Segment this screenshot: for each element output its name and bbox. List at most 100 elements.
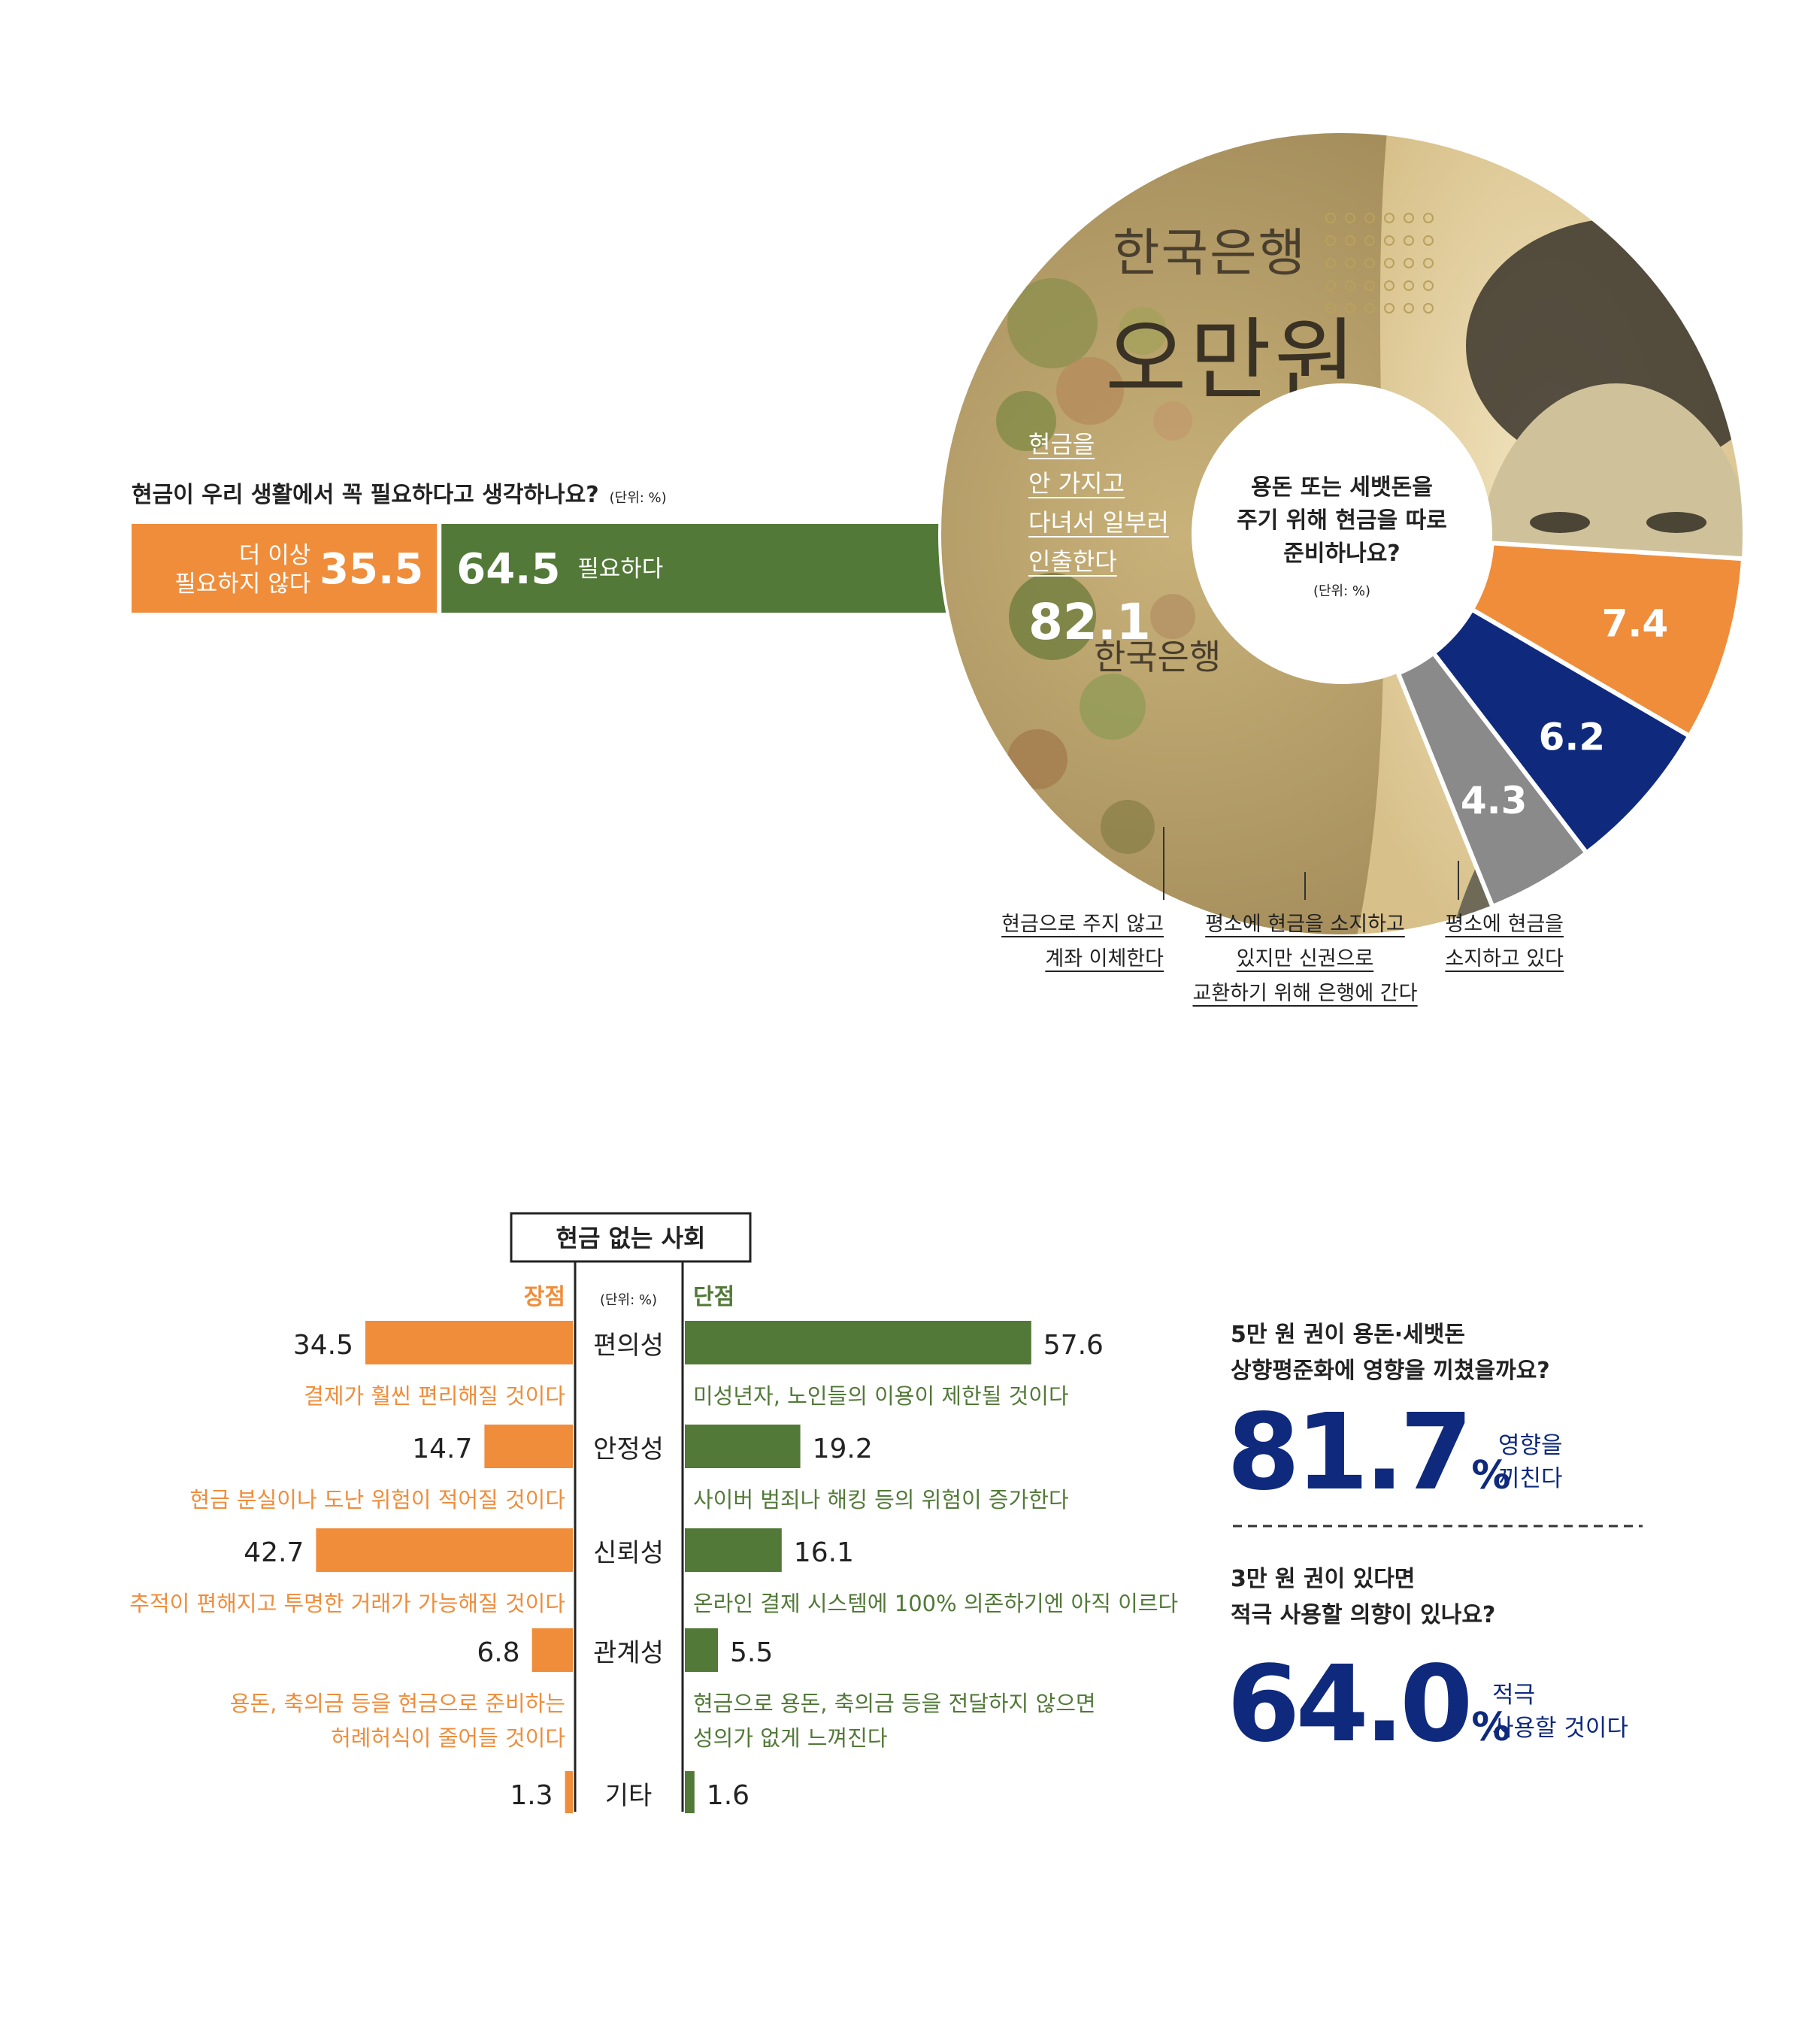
banknote-ornament — [1007, 729, 1067, 789]
bar-divider — [437, 524, 442, 613]
slice-label: 평소에 현금을 — [1445, 913, 1564, 936]
description-left: 추적이 편해지고 투명한 거래가 가능해질 것이다 — [129, 1591, 565, 1616]
slice-value: 82.1 — [1028, 593, 1151, 651]
bar-right — [685, 1425, 801, 1468]
description-right: 사이버 범죄나 해킹 등의 위험이 증가한다 — [693, 1487, 1069, 1513]
bar-value: 57.6 — [1043, 1330, 1104, 1361]
stat-answer: 적극 — [1492, 1682, 1535, 1709]
banknote-ornament — [1384, 235, 1395, 246]
banknote-ornament — [1101, 800, 1155, 854]
description-left: 결제가 훨씬 편리해질 것이다 — [304, 1383, 565, 1409]
bar-left — [484, 1425, 573, 1468]
chart-title: 현금이 우리 생활에서 꼭 필요하다고 생각하나요? — [132, 482, 599, 508]
slice-value: 4.3 — [1461, 779, 1528, 822]
segment-value: 64.5 — [456, 545, 560, 594]
stacked-bar-chart: 현금이 우리 생활에서 꼭 필요하다고 생각하나요? (단위: %) 더 이상필요하… — [132, 482, 996, 613]
slice-label: 교환하기 위해 은행에 간다 — [1193, 982, 1418, 1005]
unit-note: (단위: %) — [600, 1292, 657, 1308]
bar-left — [565, 1771, 573, 1813]
banknote-text: 한국은행 — [1094, 637, 1221, 677]
description-right: 온라인 결제 시스템에 100% 의존하기엔 아직 이르다 — [693, 1591, 1178, 1616]
category-label: 편의성 — [593, 1331, 664, 1361]
segment-label: 필요하다 — [577, 556, 663, 583]
category-label: 관계성 — [593, 1638, 664, 1668]
bar-left — [316, 1528, 573, 1572]
bar-right — [685, 1528, 782, 1572]
banknote-ornament — [1007, 278, 1098, 368]
bar-value: 5.5 — [730, 1637, 773, 1668]
banknote-ornament — [1404, 303, 1414, 313]
segment-label: 더 이상 — [239, 542, 310, 569]
slice-label: 현금을 — [1028, 430, 1095, 459]
chart-title: 현금 없는 사회 — [556, 1224, 706, 1252]
banknote-ornament — [1423, 258, 1434, 268]
description-right: 현금으로 용돈, 축의금 등을 전달하지 않으면 — [693, 1691, 1096, 1716]
slice-label: 소지하고 있다 — [1445, 947, 1564, 971]
stat-question: 적극 사용할 의향이 있나요? — [1231, 1602, 1495, 1628]
banknote-ornament — [1325, 235, 1336, 246]
donut-title: 준비하나요? — [1283, 541, 1400, 567]
banknote-text: 한국은행 — [1113, 224, 1307, 283]
bar-right — [685, 1321, 1031, 1364]
portrait-eye — [1646, 512, 1706, 533]
banknote-ornament — [1423, 235, 1434, 246]
stat-answer: 영향을 — [1498, 1432, 1563, 1459]
stat-question: 3만 원 권이 있다면 — [1231, 1566, 1415, 1592]
banknote-ornament — [1080, 674, 1146, 740]
banknote-ornament — [1325, 280, 1336, 291]
bar-value: 1.3 — [510, 1780, 553, 1811]
category-label: 신뢰성 — [593, 1538, 664, 1568]
bar-right — [685, 1628, 718, 1672]
bar-left — [365, 1321, 573, 1364]
bar-value: 6.8 — [477, 1637, 519, 1668]
banknote-ornament — [1150, 594, 1195, 639]
slice-value: 7.4 — [1602, 601, 1669, 645]
banknote-ornament — [1009, 573, 1096, 660]
banknote-ornament — [1119, 307, 1167, 355]
bar-value: 42.7 — [244, 1537, 304, 1568]
banknote-ornament — [1364, 235, 1375, 246]
banknote-ornament — [1384, 213, 1395, 223]
bar-value: 34.5 — [293, 1330, 353, 1361]
bar-value: 16.1 — [794, 1537, 854, 1568]
donut-title: 용돈 또는 세뱃돈을 — [1251, 474, 1433, 501]
banknote-ornament — [1345, 213, 1355, 223]
banknote-ornament — [1056, 357, 1124, 425]
bar-value: 14.7 — [412, 1434, 472, 1464]
banknote-ornament — [1364, 303, 1375, 313]
bar-left — [531, 1628, 573, 1672]
description-left: 현금 분실이나 도난 위험이 적어질 것이다 — [189, 1487, 565, 1513]
bar-value: 19.2 — [813, 1434, 873, 1464]
stat-answer: 사용할 것이다 — [1492, 1715, 1628, 1742]
description-left: 용돈, 축의금 등을 현금으로 준비하는 — [230, 1691, 565, 1716]
slice-label: 있지만 신권으로 — [1237, 947, 1373, 971]
banknote-ornament — [1423, 213, 1434, 223]
banknote-ornament — [1153, 401, 1192, 441]
slice-label: 다녀서 일부러 — [1028, 508, 1169, 537]
bar-right — [685, 1771, 695, 1813]
description-right: 성의가 없게 느껴진다 — [693, 1725, 888, 1751]
banknote-ornament — [1364, 213, 1375, 223]
banknote-ornament — [1345, 303, 1355, 313]
banknote-ornament — [1364, 258, 1375, 268]
chart-title-box — [510, 1212, 752, 1263]
banknote-ornament — [1404, 258, 1414, 268]
unit-note: (단위: %) — [610, 490, 667, 506]
stat-question: 상향평준화에 영향을 끼쳤을까요? — [1231, 1358, 1550, 1384]
segment-label: 필요하지 않다 — [174, 571, 310, 598]
bar-value: 1.6 — [707, 1780, 750, 1811]
slice-label: 현금으로 주지 않고 — [1001, 913, 1164, 936]
banknote-ornament — [1325, 303, 1336, 313]
banknote-ornament — [1345, 235, 1355, 246]
banknote-ornament — [1384, 258, 1395, 268]
banknote-ornament — [1384, 303, 1395, 313]
banknote-ornament — [1404, 280, 1414, 291]
banknote-ornament — [1384, 280, 1395, 291]
banknote-ornament — [1404, 213, 1414, 223]
slice-label: 계좌 이체한다 — [1045, 947, 1164, 971]
stat-number: 64.0 — [1227, 1643, 1468, 1766]
